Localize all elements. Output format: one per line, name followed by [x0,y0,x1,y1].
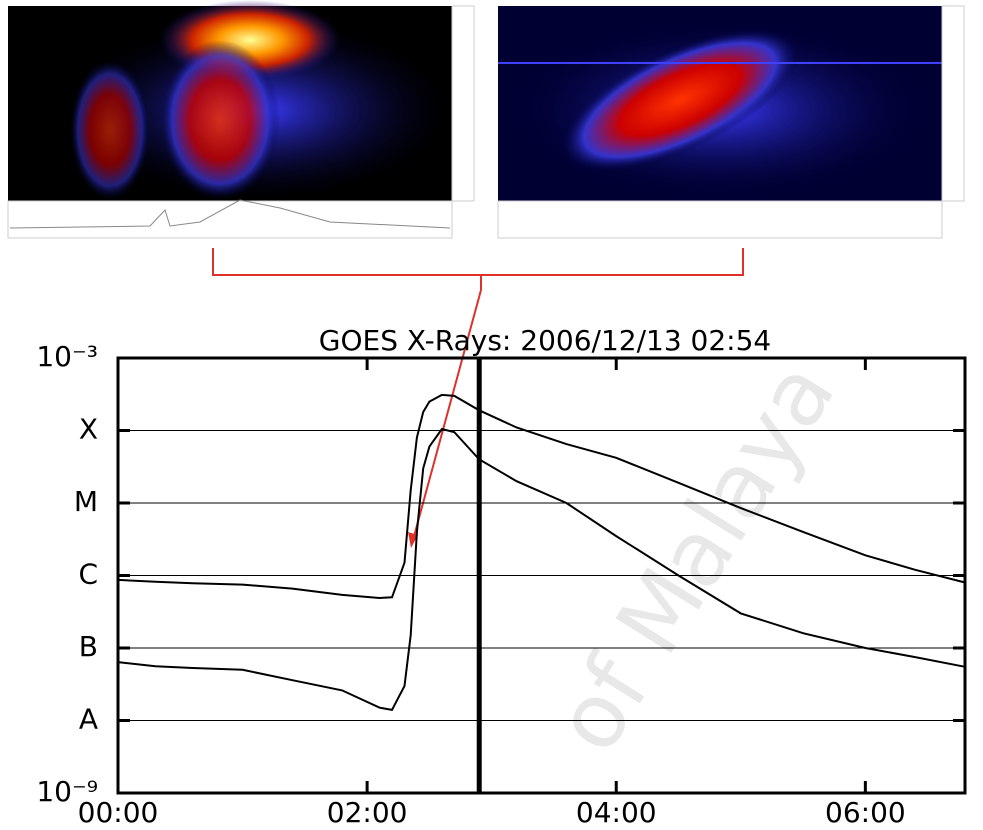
plot: 10⁻⁹ A B C M X 10⁻³ 00:00 02:00 04:00 06:00 [36,340,967,829]
y-tick-label: B [79,630,98,663]
arrow-head [408,532,418,548]
x-tick-label: 04:00 [576,796,657,829]
y-tick-label: C [78,558,98,591]
y-tick-label: 10⁻³ [36,340,98,373]
watermark: of Malaya [535,344,855,770]
y-tick-label: A [79,703,98,736]
chart-title: GOES X-Rays: 2006/12/13 02:54 [319,324,771,357]
x-tick-label: 00:00 [78,796,159,829]
y-tick-label: 10⁻⁹ [36,775,98,808]
spectrogram-left [7,0,475,239]
arrow [412,289,482,541]
y-tick-label: X [79,413,98,446]
spectrogram-right [497,5,965,239]
plot-frame [116,356,967,795]
x-tick-label: 02:00 [327,796,408,829]
y-tick-label: M [74,485,98,518]
x-tick-label: 06:00 [825,796,906,829]
flux-line [117,427,966,712]
bracket [212,248,744,290]
flux-line [117,393,966,600]
